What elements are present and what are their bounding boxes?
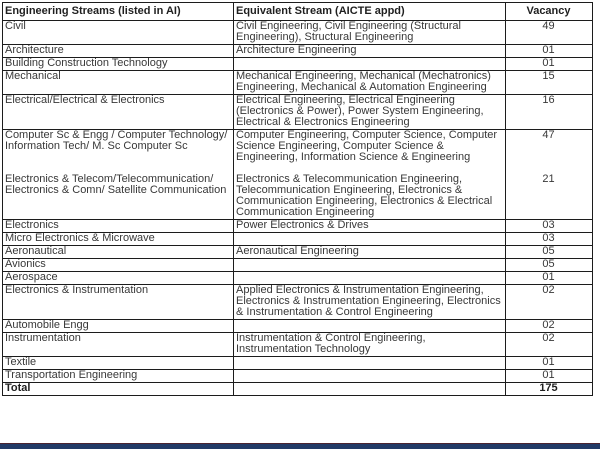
column-header-equivalent: Equivalent Stream (AICTE appd) — [233, 2, 506, 21]
stream-cell: Automobile Engg — [2, 319, 234, 333]
vacancy-cell: 05 — [505, 245, 593, 259]
table-header-row: Engineering Streams (listed in AI) Equiv… — [2, 2, 593, 21]
stream-cell: Aeronautical — [2, 245, 234, 259]
vacancy-cell: 02 — [505, 332, 593, 357]
equivalent-cell: Electrical Engineering, Electrical Engin… — [233, 94, 506, 130]
equivalent-cell — [233, 356, 506, 370]
vacancy-cell: 01 — [505, 44, 593, 58]
stream-cell: Electronics — [2, 219, 234, 233]
vacancy-table: Engineering Streams (listed in AI) Equiv… — [2, 2, 593, 396]
equivalent-cell-upper: Computer Engineering, Computer Science, … — [236, 129, 498, 163]
equivalent-cell: Architecture Engineering — [233, 44, 506, 58]
vacancy-cell: 49 — [505, 20, 593, 45]
column-header-vacancy: Vacancy — [505, 2, 593, 21]
vacancy-value-upper: 47 — [542, 129, 555, 141]
table-row: Civil Civil Engineering, Civil Engineeri… — [2, 20, 593, 45]
table-row: Building Construction Technology 01 — [2, 57, 593, 71]
vacancy-cell: 01 — [505, 57, 593, 71]
equivalent-cell: Computer Engineering, Computer Science, … — [233, 129, 506, 220]
table-row: Aeronautical Aeronautical Engineering 05 — [2, 245, 593, 259]
table-row: Electrical/Electrical & Electronics Elec… — [2, 94, 593, 130]
table-row: Automobile Engg 02 — [2, 319, 593, 333]
equivalent-cell: Mechanical Engineering, Mechanical (Mech… — [233, 70, 506, 95]
equivalent-cell — [233, 319, 506, 333]
equivalent-cell — [233, 232, 506, 246]
equivalent-cell: Applied Electronics & Instrumentation En… — [233, 284, 506, 320]
stream-cell: Building Construction Technology — [2, 57, 234, 71]
vacancy-value-lower: 21 — [542, 173, 555, 185]
equivalent-cell: Instrumentation & Control Engineering, I… — [233, 332, 506, 357]
bottom-accent-bar — [0, 443, 600, 449]
equivalent-cell — [233, 258, 506, 272]
vacancy-cell: 01 — [505, 271, 593, 285]
total-vacancy-cell: 175 — [505, 382, 593, 396]
vacancy-cell: 03 — [505, 219, 593, 233]
stream-cell: Computer Sc & Engg / Computer Technology… — [2, 129, 234, 220]
stream-cell: Aerospace — [2, 271, 234, 285]
vacancy-cell: 47 21 — [505, 129, 593, 220]
stream-cell: Avionics — [2, 258, 234, 272]
equivalent-cell — [233, 369, 506, 383]
stream-cell-upper: Computer Sc & Engg / Computer Technology… — [5, 129, 228, 152]
stream-cell: Instrumentation — [2, 332, 234, 357]
vacancy-cell: 16 — [505, 94, 593, 130]
stream-cell: Textile — [2, 356, 234, 370]
table-row: Electronics & Instrumentation Applied El… — [2, 284, 593, 320]
table-row-merged: Computer Sc & Engg / Computer Technology… — [2, 129, 593, 220]
column-header-stream: Engineering Streams (listed in AI) — [2, 2, 234, 21]
vacancy-cell: 15 — [505, 70, 593, 95]
table-row: Transportation Engineering 01 — [2, 369, 593, 383]
table-row: Architecture Architecture Engineering 01 — [2, 44, 593, 58]
equivalent-cell — [233, 57, 506, 71]
vacancy-cell: 01 — [505, 356, 593, 370]
stream-cell: Micro Electronics & Microwave — [2, 232, 234, 246]
table-row: Instrumentation Instrumentation & Contro… — [2, 332, 593, 357]
stream-cell: Architecture — [2, 44, 234, 58]
equivalent-cell: Aeronautical Engineering — [233, 245, 506, 259]
table-row: Textile 01 — [2, 356, 593, 370]
equivalent-cell-lower: Electronics & Telecommunication Engineer… — [236, 173, 493, 218]
stream-cell: Transportation Engineering — [2, 369, 234, 383]
stream-cell: Electronics & Instrumentation — [2, 284, 234, 320]
total-equivalent-cell — [233, 382, 506, 396]
vacancy-cell: 01 — [505, 369, 593, 383]
table-row: Avionics 05 — [2, 258, 593, 272]
stream-cell: Civil — [2, 20, 234, 45]
table-row: Micro Electronics & Microwave 03 — [2, 232, 593, 246]
stream-cell: Mechanical — [2, 70, 234, 95]
table-row: Electronics Power Electronics & Drives 0… — [2, 219, 593, 233]
vacancy-cell: 02 — [505, 284, 593, 320]
table-row: Mechanical Mechanical Engineering, Mecha… — [2, 70, 593, 95]
stream-cell-lower: Electronics & Telecom/Telecommunication/… — [5, 173, 227, 196]
total-label-cell: Total — [2, 382, 234, 396]
stream-cell: Electrical/Electrical & Electronics — [2, 94, 234, 130]
vacancy-cell: 03 — [505, 232, 593, 246]
equivalent-cell: Power Electronics & Drives — [233, 219, 506, 233]
vacancy-cell: 05 — [505, 258, 593, 272]
table-row: Aerospace 01 — [2, 271, 593, 285]
vacancy-cell: 02 — [505, 319, 593, 333]
equivalent-cell — [233, 271, 506, 285]
table-total-row: Total 175 — [2, 382, 593, 396]
equivalent-cell: Civil Engineering, Civil Engineering (St… — [233, 20, 506, 45]
